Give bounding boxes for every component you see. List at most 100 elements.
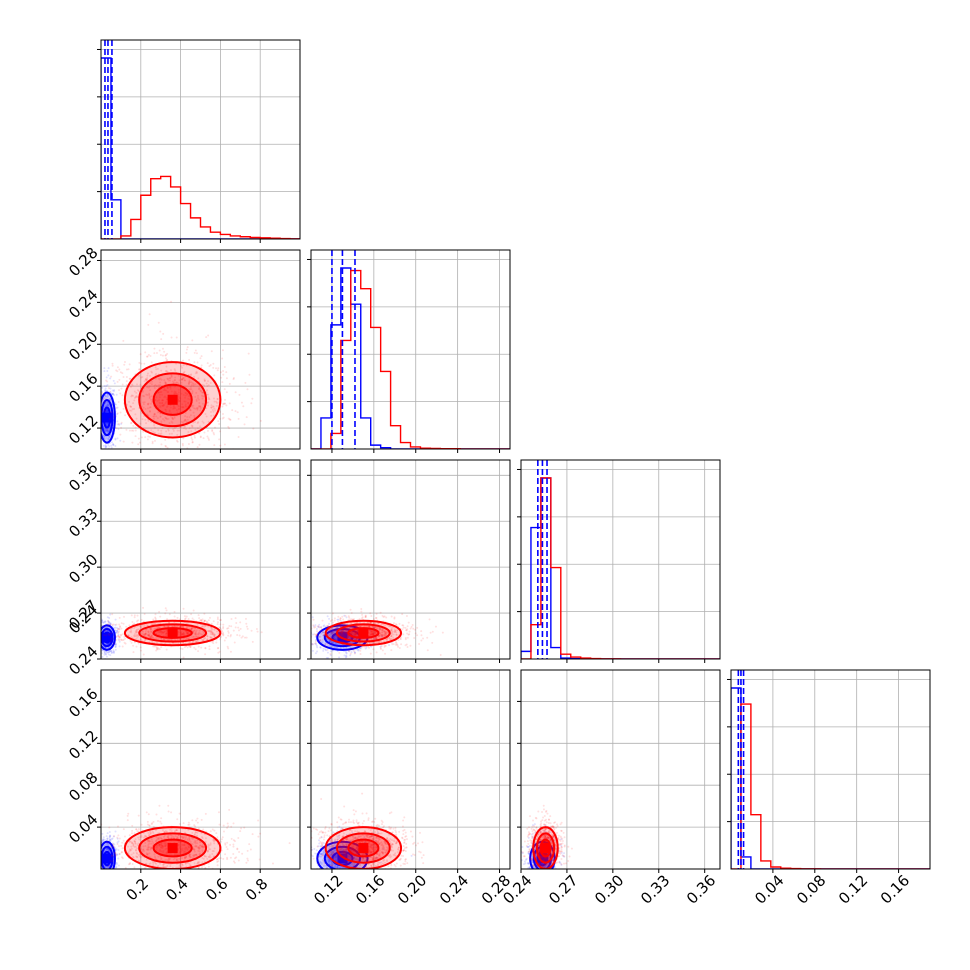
scatter-point [187, 430, 190, 433]
scatter-point [377, 635, 380, 638]
scatter-point [189, 374, 192, 377]
scatter-point [165, 396, 168, 399]
scatter-point [96, 864, 98, 866]
scatter-point [153, 424, 156, 427]
scatter-point [222, 402, 225, 405]
scatter-point [150, 395, 153, 398]
scatter-point [147, 847, 150, 850]
scatter-point [158, 393, 161, 396]
scatter-point [236, 633, 239, 636]
scatter-point [106, 409, 109, 412]
scatter-point [239, 830, 242, 833]
scatter-point [163, 379, 166, 382]
scatter-point [364, 616, 367, 619]
scatter-point [213, 433, 216, 436]
scatter-point [379, 645, 382, 648]
scatter-point [332, 642, 335, 645]
scatter-point [240, 636, 243, 639]
scatter-point [152, 623, 155, 626]
scatter-point [116, 629, 119, 632]
scatter-point [180, 365, 183, 368]
scatter-point [349, 636, 352, 639]
scatter-point [106, 430, 109, 433]
scatter-point [154, 374, 157, 377]
scatter-point [128, 400, 131, 403]
scatter-point [144, 633, 147, 636]
scatter-point [176, 440, 179, 443]
scatter-point [321, 619, 324, 622]
scatter-point [185, 420, 188, 423]
scatter-point [159, 415, 162, 418]
scatter-point [191, 382, 194, 385]
scatter-point [224, 402, 227, 405]
scatter-point [213, 444, 216, 447]
scatter-point [114, 618, 117, 621]
scatter-point [114, 403, 117, 406]
scatter-point [118, 636, 121, 639]
scatter-point [213, 633, 216, 636]
scatter-point [192, 383, 195, 386]
scatter-point [131, 408, 134, 411]
scatter-point [350, 632, 353, 635]
scatter-point [359, 646, 362, 649]
scatter-point [101, 620, 104, 623]
scatter-point [347, 635, 350, 638]
scatter-point [99, 643, 101, 645]
scatter-point [144, 378, 147, 381]
scatter-point [181, 642, 184, 645]
scatter-point [186, 646, 189, 649]
scatter-point [162, 631, 165, 634]
scatter-point [199, 389, 202, 392]
scatter-point [123, 360, 126, 363]
scatter-point [405, 614, 408, 617]
scatter-point [251, 640, 254, 643]
scatter-point [369, 622, 372, 625]
scatter-point [203, 379, 206, 382]
scatter-point [148, 634, 151, 637]
scatter-point [349, 608, 352, 611]
scatter-point [190, 388, 193, 391]
scatter-point [175, 439, 178, 442]
scatter-point [381, 631, 384, 634]
scatter-point [199, 407, 202, 410]
scatter-point [163, 631, 166, 634]
scatter-point [211, 628, 214, 631]
scatter-point [165, 632, 168, 635]
scatter-point [119, 392, 122, 395]
scatter-point [200, 619, 203, 622]
scatter-point [220, 371, 223, 374]
scatter-point [140, 836, 143, 839]
scatter-point [98, 862, 100, 864]
scatter-point [181, 405, 184, 408]
scatter-point [98, 417, 100, 419]
scatter-point [207, 380, 210, 383]
scatter-point [116, 875, 118, 877]
scatter-point [336, 644, 339, 647]
scatter-point [196, 623, 199, 626]
scatter-point [173, 368, 176, 371]
scatter-point [91, 628, 93, 630]
density-peak-red [358, 627, 369, 638]
scatter-point [345, 652, 348, 655]
scatter-point [107, 619, 110, 622]
scatter-point [153, 628, 156, 631]
scatter-point [346, 640, 349, 643]
scatter-point [109, 649, 112, 652]
scatter-point [184, 396, 187, 399]
scatter-point [106, 429, 109, 432]
scatter-point [394, 641, 397, 644]
scatter-point [222, 634, 225, 637]
scatter-point [97, 402, 99, 404]
scatter-point [123, 455, 125, 457]
scatter-point [324, 643, 327, 646]
scatter-point [342, 646, 345, 649]
scatter-point [105, 395, 108, 398]
scatter-point [111, 837, 114, 840]
scatter-point [199, 357, 202, 360]
scatter-point [327, 634, 330, 637]
scatter-point [212, 362, 215, 365]
scatter-point [234, 391, 237, 394]
scatter-point [159, 629, 162, 632]
scatter-point [127, 368, 130, 371]
scatter-point [164, 408, 167, 411]
